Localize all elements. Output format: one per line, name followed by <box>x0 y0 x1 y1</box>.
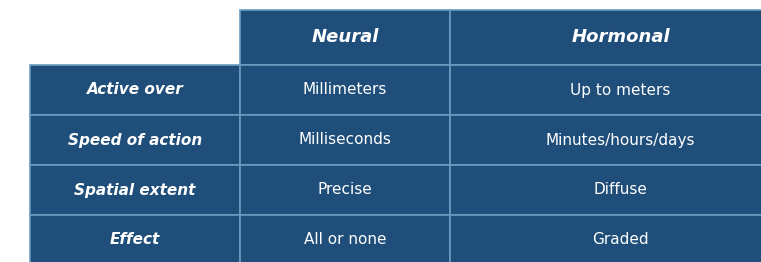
Text: Precise: Precise <box>317 183 372 198</box>
Bar <box>450 215 761 262</box>
Text: Graded: Graded <box>592 232 649 248</box>
Text: Active over: Active over <box>87 83 183 97</box>
Text: All or none: All or none <box>304 232 387 248</box>
Bar <box>450 115 761 165</box>
Bar <box>30 215 240 262</box>
Bar <box>30 65 240 115</box>
Text: Up to meters: Up to meters <box>570 83 670 97</box>
Bar <box>240 10 450 65</box>
Text: Effect: Effect <box>110 232 160 248</box>
Text: Hormonal: Hormonal <box>572 29 670 46</box>
Bar <box>30 165 240 215</box>
Bar <box>450 10 761 65</box>
Text: Milliseconds: Milliseconds <box>298 133 391 148</box>
Bar <box>240 115 450 165</box>
Bar <box>240 65 450 115</box>
Text: Diffuse: Diffuse <box>594 183 648 198</box>
Text: Neural: Neural <box>311 29 379 46</box>
Bar <box>450 65 761 115</box>
Bar <box>240 165 450 215</box>
Text: Speed of action: Speed of action <box>68 133 202 148</box>
Text: Minutes/hours/days: Minutes/hours/days <box>546 133 696 148</box>
Text: Millimeters: Millimeters <box>303 83 387 97</box>
Bar <box>450 165 761 215</box>
Bar <box>30 115 240 165</box>
Text: Spatial extent: Spatial extent <box>75 183 196 198</box>
Bar <box>240 215 450 262</box>
